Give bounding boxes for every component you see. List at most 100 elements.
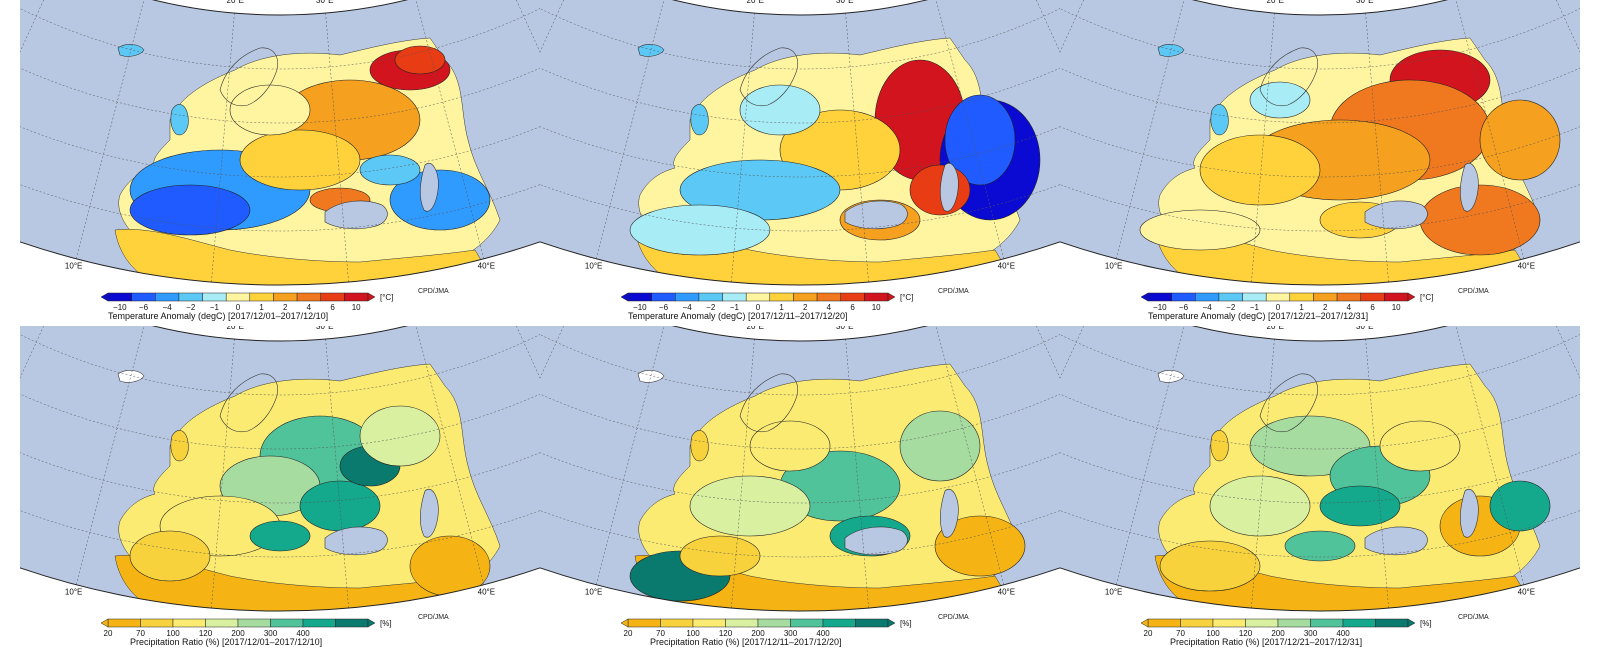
contour-region (394, 45, 446, 75)
colorbar-swatch (698, 292, 723, 302)
colorbar-tick-label: −4 (683, 303, 693, 312)
colorbar-min-arrow (100, 618, 109, 628)
lon-label-bottom: 10°E (65, 261, 82, 270)
uk-outline (1210, 430, 1229, 462)
colorbar-tick-label: 4 (307, 303, 312, 312)
colorbar-tick-label: −2 (706, 303, 716, 312)
contour-region (359, 405, 441, 467)
colorbar-tick-label: −1 (1250, 303, 1260, 312)
temp-anomaly-map-2: 20°W10°W0°10°E20°E30°E40°E50°E60°E70°E70… (540, 0, 1060, 312)
meridian-line (501, 326, 540, 539)
lon-label-bottom: 10°E (585, 261, 602, 270)
colorbar-tick-label: 4 (827, 303, 832, 312)
colorbar-swatch (1218, 292, 1243, 302)
meridian-line (75, 326, 145, 585)
contour-region (239, 129, 361, 191)
contour-region (679, 535, 761, 577)
lon-label-bottom: 40°E (478, 587, 495, 596)
black-sea (324, 200, 388, 230)
colorbar-max-arrow (1407, 618, 1416, 628)
colorbar-title: Precipitation Ratio (%) [2017/12/21–2017… (1170, 637, 1363, 647)
map-content (20, 0, 540, 286)
colorbar-unit-label: [%] (380, 619, 392, 628)
iceland-outline (1157, 370, 1185, 383)
meridian-line (935, 0, 1005, 259)
contour-region (749, 420, 831, 472)
colorbar-swatch (131, 292, 156, 302)
colorbar-tick-label: −10 (1153, 303, 1167, 312)
uk-outline (690, 104, 709, 136)
parallel-line (1060, 20, 1580, 232)
black-sea (1364, 200, 1428, 230)
contour-region (229, 84, 311, 136)
lon-label-top: 30°E (836, 326, 853, 331)
meridian-line (1021, 0, 1060, 213)
parallel-line (1060, 326, 1580, 450)
meridian-line (731, 339, 755, 609)
colorbar-tick-label: 200 (231, 629, 245, 638)
colorbar-tick-label: 6 (330, 303, 335, 312)
colorbar-swatch (855, 618, 889, 628)
colorbar-swatch (1212, 618, 1246, 628)
map-frame (20, 0, 540, 286)
parallel-line (20, 20, 540, 232)
parallel-line (1060, 326, 1580, 396)
colorbar-swatch (725, 618, 759, 628)
meridian-line (1060, 326, 1099, 539)
colorbar-tick-label: 1 (779, 303, 784, 312)
colorbar-swatch (793, 292, 818, 302)
colorbar-tick-label: −10 (113, 303, 127, 312)
contour-region (129, 530, 211, 582)
meridian-line (845, 339, 869, 609)
colorbar-swatch (790, 618, 824, 628)
colorbar-tick-label: −1 (210, 303, 220, 312)
colorbar-swatch (270, 618, 304, 628)
meridian-line (1115, 0, 1185, 259)
meridian-line (415, 0, 485, 259)
lon-label-bottom: 40°E (1518, 587, 1535, 596)
caspian-sea (1460, 163, 1479, 212)
meridian-line (595, 0, 665, 259)
temp-anomaly-map-1: 20°W10°W0°10°E20°E30°E40°E50°E60°E70°E70… (20, 0, 540, 312)
temp-map-panel-1: 20°W10°W0°10°E20°E30°E40°E50°E60°E70°E70… (20, 0, 540, 322)
scandinavia-outline (1259, 47, 1319, 107)
contour-region (389, 169, 491, 231)
colorbar-swatch (107, 618, 141, 628)
parallel-line (540, 20, 1060, 232)
colorbar-tick-label: 10 (352, 303, 361, 312)
contour-region (1139, 209, 1261, 251)
colorbar-tick-label: 20 (624, 629, 633, 638)
colorbar-unit-label: [%] (900, 619, 912, 628)
lon-label-bottom: 40°E (998, 261, 1015, 270)
iceland-outline (117, 370, 145, 383)
colorbar-tick-label: 100 (686, 629, 700, 638)
colorbar-swatch (1313, 292, 1338, 302)
copyright-label: CPD/JMA (938, 288, 969, 295)
black-sea (324, 526, 388, 556)
parallel-line (540, 326, 1060, 396)
colorbar-tick-label: −6 (139, 303, 149, 312)
map-content (1060, 326, 1580, 612)
contour-region (129, 184, 251, 236)
lon-label-top: 20°E (747, 326, 764, 331)
scandinavia-outline (219, 373, 279, 433)
black-sea (844, 200, 908, 230)
copyright-label: CPD/JMA (418, 614, 449, 621)
colorbar-swatch (273, 292, 298, 302)
caspian-sea (940, 163, 959, 212)
precip-ratio-map-3: 20°W10°W0°10°E20°E30°E40°E50°E60°E70°E70… (1060, 326, 1580, 638)
iceland-outline (637, 370, 665, 383)
parallel-line (540, 0, 1060, 70)
colorbar-swatch (107, 292, 132, 302)
scandinavia-outline (1259, 373, 1319, 433)
lon-label-bottom: 10°E (1105, 587, 1122, 596)
contour-region (1284, 530, 1356, 562)
colorbar-swatch (205, 618, 239, 628)
colorbar-tick-label: 0 (236, 303, 241, 312)
colorbar-tick-label: −6 (659, 303, 669, 312)
parallel-line (20, 0, 540, 70)
lon-label-bottom: 10°E (585, 587, 602, 596)
colorbar-tick-label: 2 (803, 303, 808, 312)
map-frame (540, 326, 1060, 612)
colorbar-min-arrow (1140, 292, 1149, 302)
